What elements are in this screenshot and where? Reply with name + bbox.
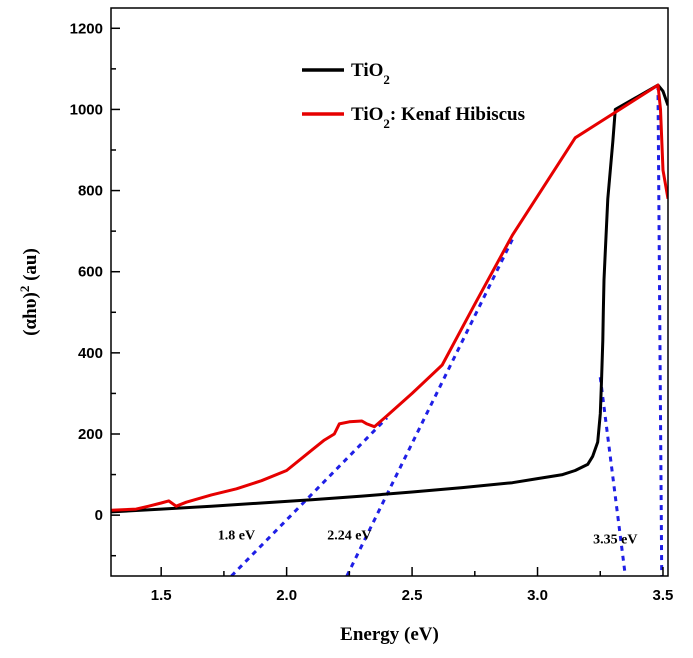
series-line-tio2 [111,83,668,514]
tangent-line-2 [345,238,514,576]
annotation-band-gap-3: 3.35 eV [593,533,637,548]
y-tick-label: 400 [78,345,103,362]
legend-label-tio2-kenaf-rest: : Kenaf Hibiscus [390,104,525,125]
x-tick-label: 3.5 [653,587,674,604]
x-tick-label: 1.5 [151,587,172,604]
legend-item-tio2-kenaf: TiO2: Kenaf Hibiscus [302,104,525,131]
legend-label-tio2-kenaf: TiO2: Kenaf Hibiscus [351,104,525,131]
annotation-band-gap-1: 1.8 eV [218,528,255,543]
axes: 1.5 2.0 2.5 3.0 3.5 0 200 400 600 800 1000 1200 En… [17,7,674,645]
y-tick-label: 1000 [70,101,103,118]
annotation-band-gap-2: 2.24 eV [327,528,371,543]
tangent-line-1 [230,416,389,576]
x-axis-title: Energy (eV) [340,624,439,645]
y-axis-title-sup: 2 [17,286,32,293]
tangent-line-4 [656,85,664,576]
plot-frame [110,7,669,577]
y-axis-title-unit: (au) [20,248,41,285]
tangent-line-3 [598,377,627,576]
legend-item-tio2: TiO2 [302,60,390,87]
x-tick-label: 3.0 [527,587,548,604]
x-axis-ticks: 1.5 2.0 2.5 3.0 3.5 [151,567,674,604]
x-tick-label: 2.0 [276,587,297,604]
y-tick-label: 0 [95,507,103,524]
legend-label-tio2: TiO2 [351,60,390,87]
legend-label-tio2-kenaf-main: TiO [351,104,383,125]
plot-area: 1.8 eV 2.24 eV 3.35 eV [111,83,668,576]
y-axis-title-main: (αhυ) [20,292,41,336]
y-axis-ticks: 0 200 400 600 800 1000 1200 [70,20,120,557]
series-line-tio2-kenaf [111,83,668,512]
legend-label-tio2-sub: 2 [383,72,390,87]
y-tick-label: 800 [78,183,103,200]
y-tick-label: 200 [78,426,103,443]
y-tick-label: 600 [78,264,103,281]
x-tick-label: 2.5 [402,587,423,604]
legend: TiO2 TiO2: Kenaf Hibiscus [302,60,525,131]
y-axis-title: (αhυ)2 (au) [17,248,42,336]
legend-label-tio2-main: TiO [351,60,383,81]
legend-label-tio2-kenaf-sub: 2 [383,116,390,131]
y-tick-label: 1200 [70,20,103,37]
